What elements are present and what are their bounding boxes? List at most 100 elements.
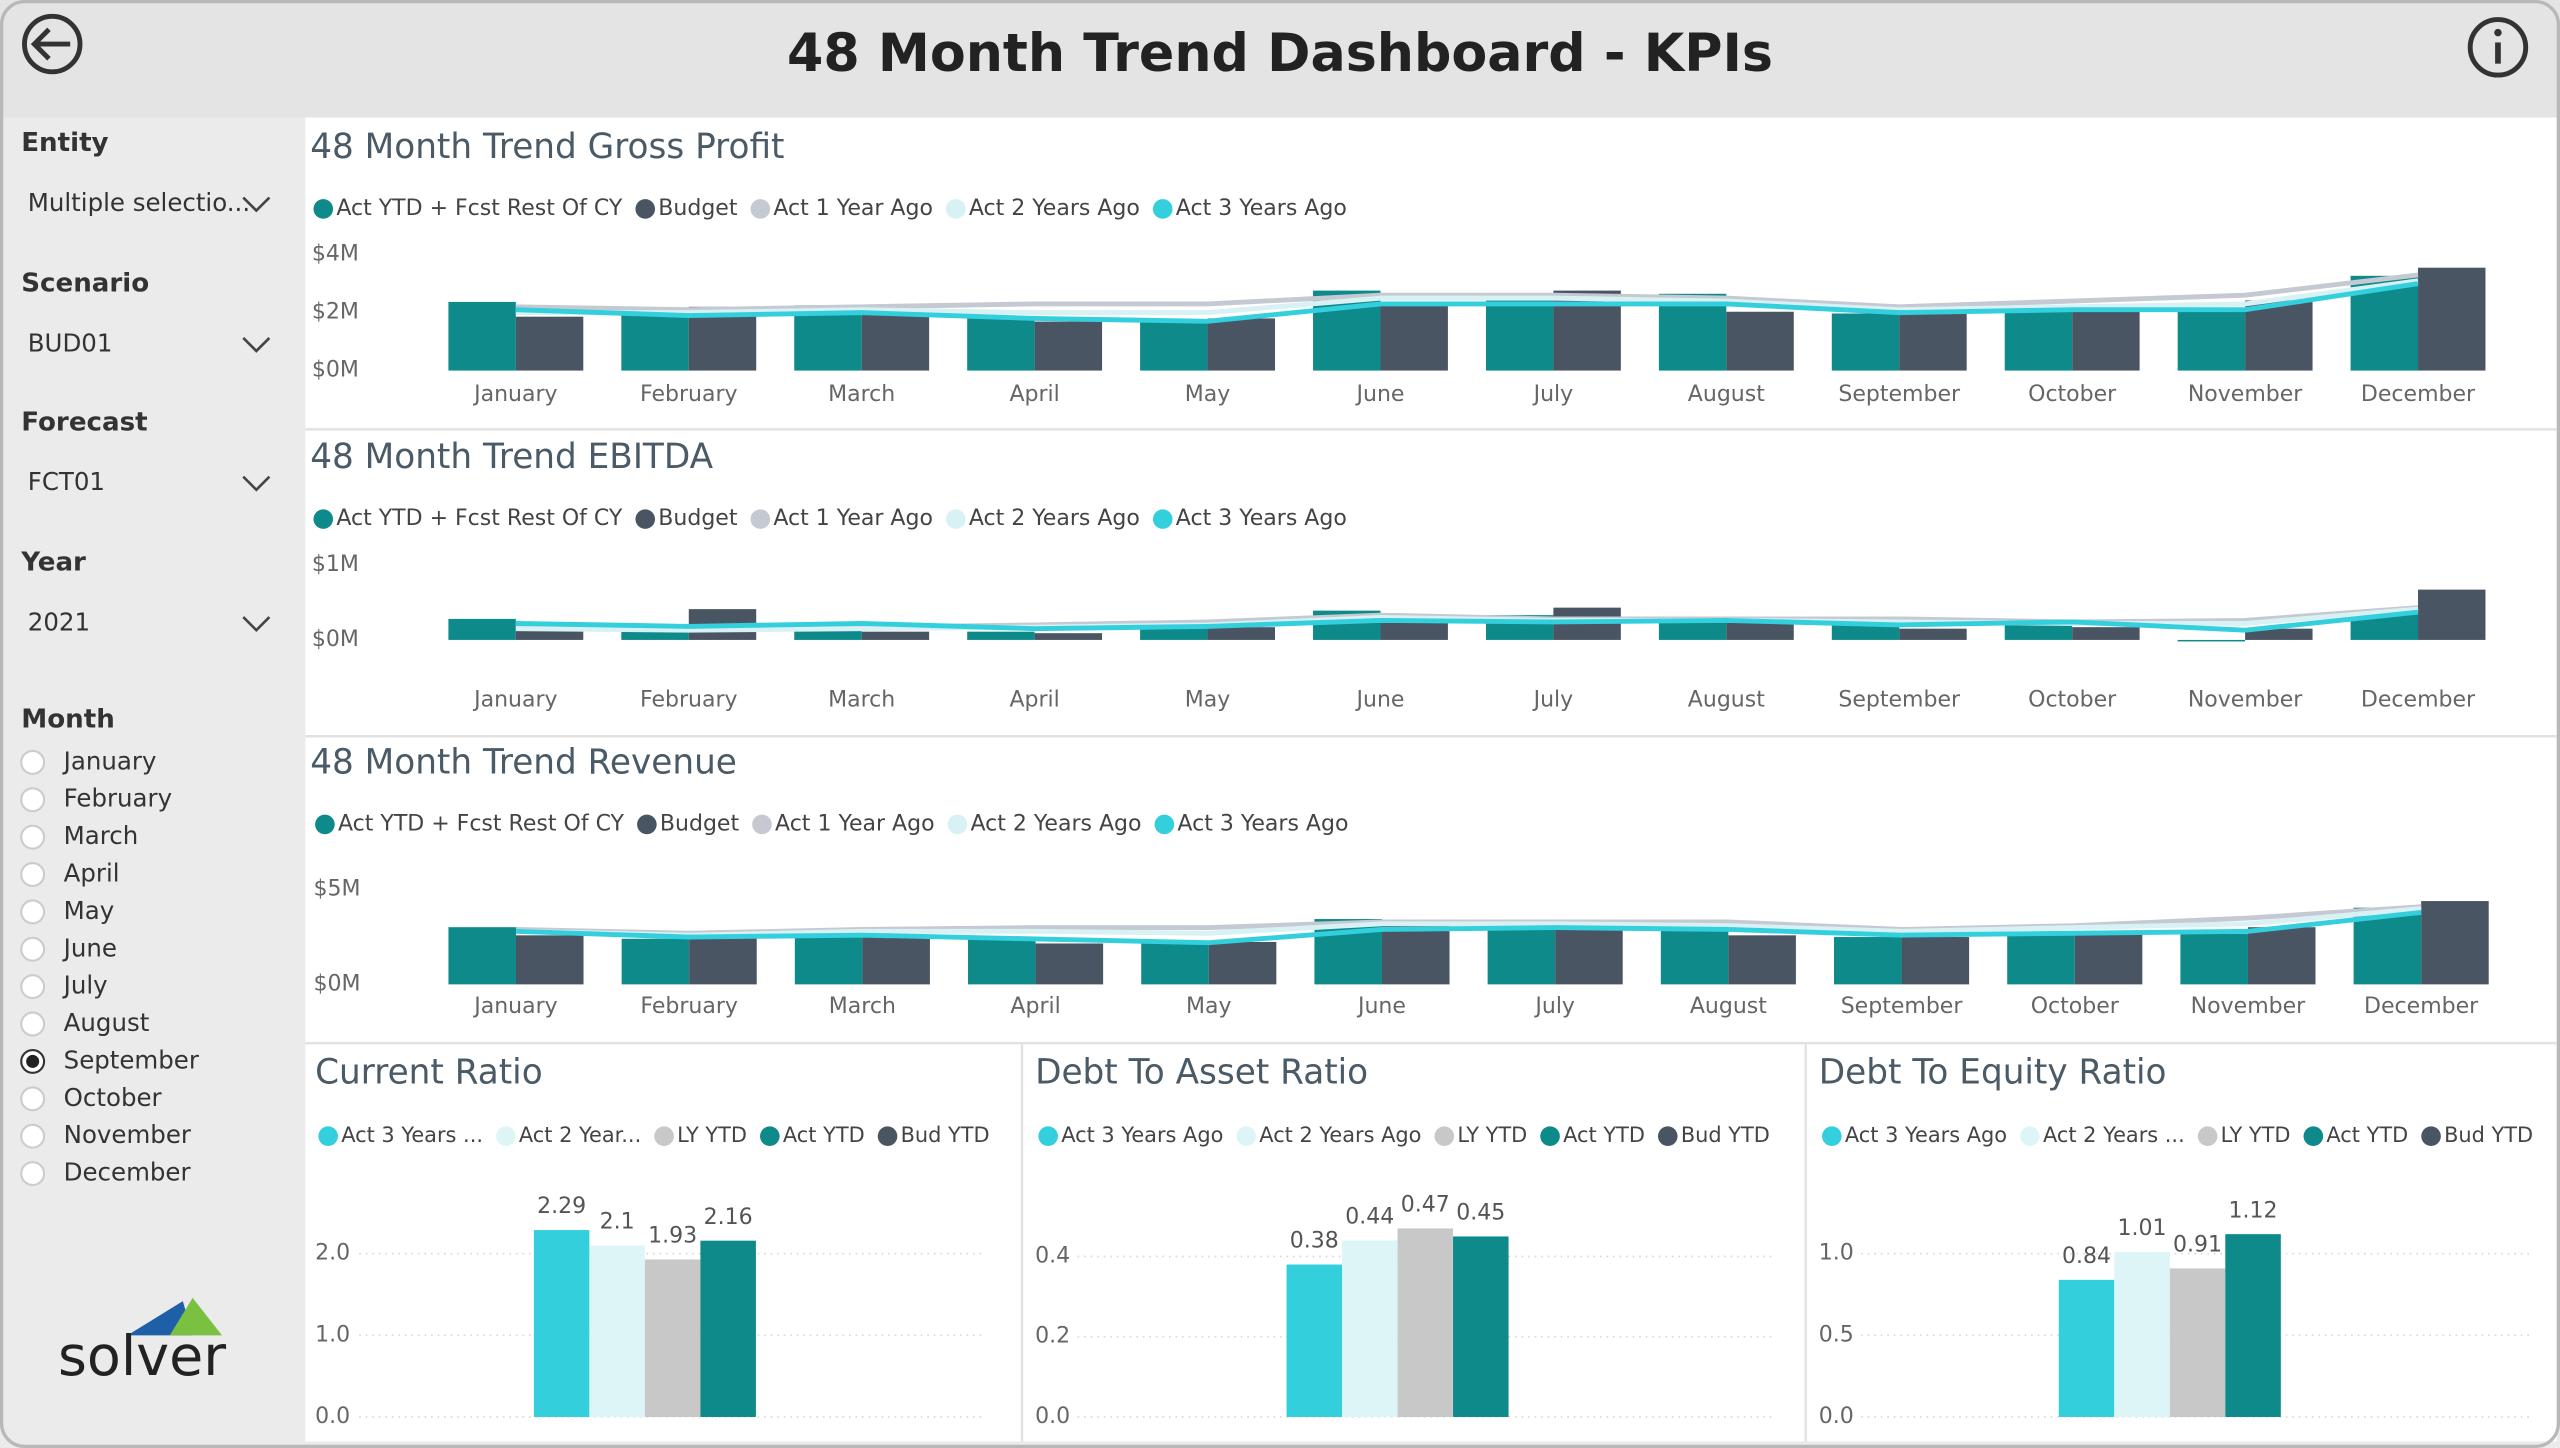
bar (1555, 920, 1623, 985)
dropdown-chevron[interactable] (242, 336, 271, 353)
month-option[interactable]: May (64, 896, 115, 925)
x-tick-label: April (1009, 382, 1059, 407)
bar (2169, 1268, 2226, 1417)
data-label: 2.1 (600, 1210, 635, 1235)
dropdown-chevron[interactable] (242, 196, 271, 213)
radio[interactable] (20, 787, 46, 813)
radio[interactable] (20, 1011, 46, 1037)
month-option[interactable]: June (62, 933, 117, 962)
x-tick-label: November (2188, 687, 2303, 712)
x-tick-label: September (1838, 382, 1961, 407)
x-tick-label: July (1532, 687, 1574, 712)
month-option[interactable]: January (62, 746, 157, 775)
y-tick-label: $4M (312, 242, 359, 267)
legend-marker (1822, 1126, 1842, 1146)
x-tick-label: August (1690, 994, 1767, 1019)
month-option[interactable]: October (64, 1083, 163, 1112)
line (515, 281, 2419, 324)
bar (1140, 628, 1208, 640)
x-tick-label: July (1533, 994, 1575, 1019)
x-tick-label: March (829, 994, 896, 1019)
month-option[interactable]: July (62, 971, 108, 1000)
bar (2421, 901, 2489, 985)
radio[interactable] (20, 1123, 46, 1149)
dropdown-chevron[interactable] (242, 616, 271, 632)
x-tick-label: November (2188, 382, 2303, 407)
month-option[interactable]: September (64, 1045, 200, 1074)
month-option[interactable]: November (64, 1120, 192, 1149)
radio[interactable] (20, 1161, 46, 1187)
dropdown-value[interactable]: Multiple selectio... (28, 188, 250, 217)
bar (1899, 313, 1967, 371)
legend-marker (750, 199, 771, 219)
legend-marker (2197, 1126, 2218, 1146)
dropdown-value[interactable]: BUD01 (28, 328, 113, 357)
bar (448, 927, 516, 985)
x-tick-label: February (640, 994, 738, 1019)
legend-marker (752, 814, 772, 835)
line (515, 906, 2422, 938)
legend-marker (1038, 1126, 1058, 1146)
radio[interactable] (20, 936, 46, 962)
chart-title: 48 Month Trend Gross Profit (310, 127, 784, 167)
data-label: 2.16 (704, 1205, 753, 1230)
data-label: 1.12 (2229, 1198, 2278, 1223)
dashboard-title: 48 Month Trend Dashboard - KPIs (787, 24, 1773, 84)
dropdown-value[interactable]: FCT01 (28, 467, 105, 496)
legend-marker (1152, 199, 1173, 219)
x-tick-label: December (2361, 687, 2476, 712)
data-label: 1.93 (648, 1224, 697, 1249)
info-dot[interactable] (2494, 28, 2502, 37)
x-tick-label: June (1354, 382, 1404, 407)
bar (2245, 300, 2313, 371)
bar (1286, 1264, 1343, 1417)
back-button[interactable] (22, 13, 83, 75)
legend-label: Act YTD (783, 1123, 865, 1147)
y-tick-label: 0.2 (1035, 1324, 1070, 1349)
x-tick-label: October (2031, 994, 2120, 1019)
month-option[interactable]: March (64, 821, 139, 850)
radio[interactable] (20, 1086, 46, 1112)
bar (2247, 927, 2316, 985)
legend-label: Act 2 Years ... (2043, 1123, 2185, 1147)
x-tick-label: May (1185, 382, 1231, 407)
y-tick-label: $0M (313, 971, 360, 996)
dropdown-value[interactable]: 2021 (28, 608, 90, 637)
legend-marker (1540, 1126, 1560, 1146)
info-button[interactable] (2467, 17, 2529, 78)
bar (448, 301, 516, 371)
bar (1035, 943, 1104, 985)
legend-marker (635, 509, 656, 529)
filter-label: Scenario (21, 269, 149, 299)
data-label: 0.44 (1345, 1205, 1394, 1230)
bar (2004, 621, 2073, 640)
filter-label: Year (20, 548, 86, 578)
y-tick-label: 0.0 (1035, 1404, 1070, 1429)
back-arrow[interactable] (30, 27, 71, 61)
dropdown-chevron[interactable] (242, 475, 271, 492)
radio[interactable] (20, 899, 46, 925)
radio[interactable] (20, 862, 46, 888)
y-tick-label: 0.5 (1819, 1322, 1854, 1347)
back-icon[interactable] (22, 13, 83, 75)
legend-marker (750, 509, 771, 529)
bar (1342, 1240, 1398, 1417)
radio[interactable] (20, 974, 46, 1000)
header-bar (0, 0, 2560, 118)
month-option[interactable]: December (64, 1158, 192, 1187)
x-tick-label: March (828, 687, 895, 712)
x-tick-label: October (2028, 382, 2117, 407)
info-icon[interactable] (2467, 17, 2529, 78)
radio-dot[interactable] (26, 1054, 40, 1068)
radio[interactable] (20, 824, 46, 850)
bar (794, 932, 863, 985)
legend-marker (946, 199, 966, 219)
legend-marker (654, 1126, 674, 1146)
chart-title: Debt To Equity Ratio (1819, 1053, 2167, 1093)
bar (1658, 293, 1727, 371)
month-option[interactable]: August (64, 1008, 150, 1037)
x-tick-label: January (472, 687, 557, 712)
month-option[interactable]: April (64, 859, 120, 888)
month-option[interactable]: February (64, 784, 172, 813)
radio[interactable] (20, 749, 46, 775)
